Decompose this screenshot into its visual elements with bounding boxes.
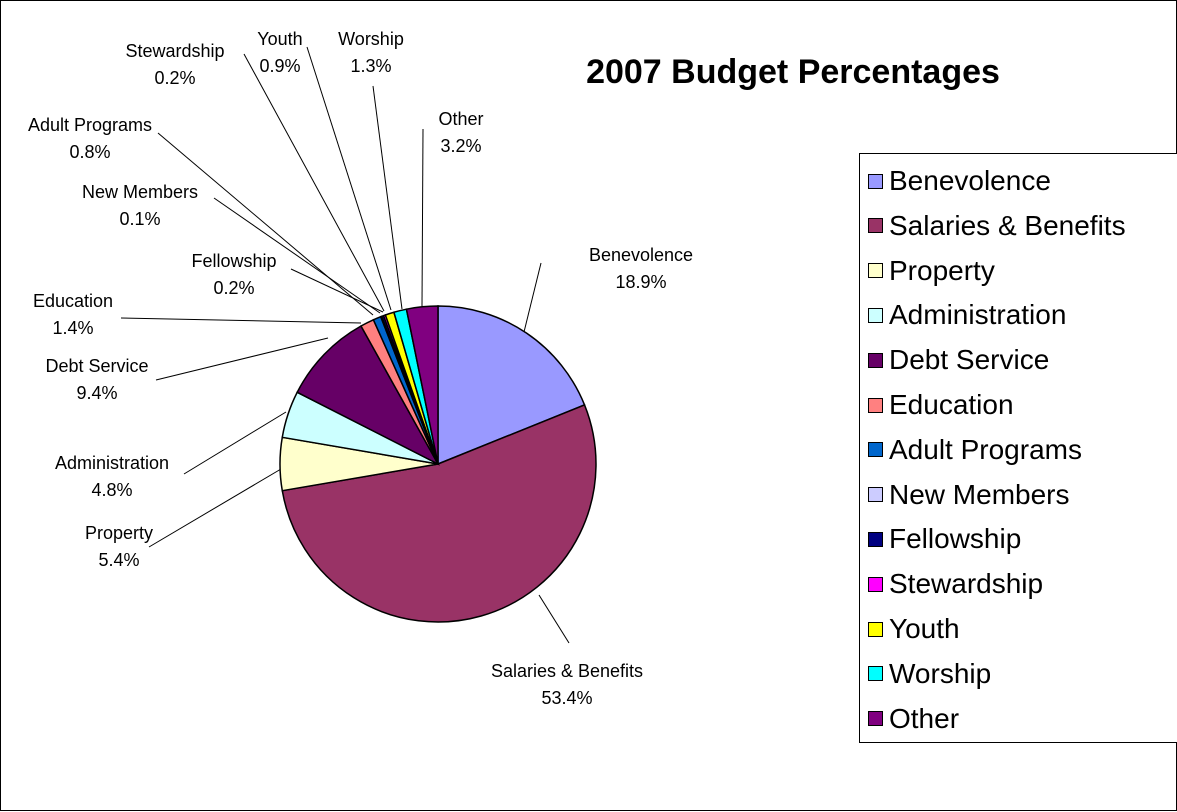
legend-label: Fellowship bbox=[889, 523, 1021, 555]
data-label: Youth 0.9% bbox=[257, 29, 302, 76]
data-label: Other 3.2% bbox=[438, 109, 483, 156]
legend-item: Adult Programs bbox=[868, 433, 1082, 467]
chart-title: 2007 Budget Percentages bbox=[586, 53, 1000, 91]
data-label-percent: 0.2% bbox=[154, 68, 195, 88]
legend-item: Property bbox=[868, 254, 995, 288]
legend-label: Other bbox=[889, 703, 959, 735]
leader-line bbox=[244, 54, 384, 311]
legend-swatch bbox=[868, 532, 883, 547]
legend-label: Property bbox=[889, 255, 995, 287]
legend-label: Benevolence bbox=[889, 165, 1051, 197]
legend-swatch bbox=[868, 622, 883, 637]
data-label-category: Youth bbox=[257, 29, 302, 49]
data-label: Education 1.4% bbox=[33, 291, 113, 338]
leader-line bbox=[291, 269, 383, 312]
leader-line bbox=[184, 412, 286, 474]
legend-swatch bbox=[868, 218, 883, 233]
legend-item: Administration bbox=[868, 298, 1066, 332]
data-label-percent: 4.8% bbox=[91, 480, 132, 500]
legend-label: Worship bbox=[889, 658, 991, 690]
leader-line bbox=[158, 133, 373, 315]
data-label-category: Adult Programs bbox=[28, 115, 152, 135]
legend-label: Stewardship bbox=[889, 568, 1043, 600]
legend-swatch bbox=[868, 308, 883, 323]
data-label-category: Fellowship bbox=[191, 251, 276, 271]
data-label-category: Worship bbox=[338, 29, 404, 49]
legend-item: Education bbox=[868, 388, 1014, 422]
legend-label: Salaries & Benefits bbox=[889, 210, 1126, 242]
data-label-category: New Members bbox=[82, 182, 198, 202]
legend-item: New Members bbox=[868, 478, 1069, 512]
data-label-category: Debt Service bbox=[45, 356, 148, 376]
data-label-percent: 0.9% bbox=[259, 56, 300, 76]
legend-label: Adult Programs bbox=[889, 434, 1082, 466]
data-label: Benevolence 18.9% bbox=[589, 245, 693, 292]
legend-swatch bbox=[868, 666, 883, 681]
data-label: Debt Service 9.4% bbox=[45, 356, 148, 403]
leader-line bbox=[156, 338, 328, 380]
data-label: New Members 0.1% bbox=[82, 182, 198, 229]
legend-item: Stewardship bbox=[868, 567, 1043, 601]
data-label: Stewardship 0.2% bbox=[125, 41, 224, 88]
legend-label: Education bbox=[889, 389, 1014, 421]
legend-label: New Members bbox=[889, 479, 1069, 511]
leader-line bbox=[422, 129, 423, 306]
legend-swatch bbox=[868, 442, 883, 457]
data-label-percent: 0.8% bbox=[69, 142, 110, 162]
data-label: Adult Programs 0.8% bbox=[28, 115, 152, 162]
leader-line bbox=[121, 318, 361, 323]
data-label-percent: 3.2% bbox=[440, 136, 481, 156]
leader-line bbox=[149, 469, 281, 547]
pie-slices bbox=[280, 306, 596, 622]
legend-swatch bbox=[868, 353, 883, 368]
data-label-percent: 53.4% bbox=[541, 688, 592, 708]
data-label: Property 5.4% bbox=[85, 523, 153, 570]
data-label-category: Administration bbox=[55, 453, 169, 473]
data-label: Worship 1.3% bbox=[338, 29, 404, 76]
legend-item: Salaries & Benefits bbox=[868, 209, 1126, 243]
data-label-category: Stewardship bbox=[125, 41, 224, 61]
legend-item: Other bbox=[868, 702, 959, 736]
data-label-category: Other bbox=[438, 109, 483, 129]
legend-swatch bbox=[868, 398, 883, 413]
data-label-percent: 5.4% bbox=[98, 550, 139, 570]
leader-line bbox=[373, 86, 402, 309]
legend: Benevolence Salaries & Benefits Property Ad… bbox=[859, 153, 1177, 743]
legend-swatch bbox=[868, 577, 883, 592]
data-label: Administration 4.8% bbox=[55, 453, 169, 500]
legend-item: Debt Service bbox=[868, 343, 1049, 377]
data-label-category: Benevolence bbox=[589, 245, 693, 265]
legend-swatch bbox=[868, 711, 883, 726]
legend-item: Youth bbox=[868, 612, 960, 646]
data-label-category: Property bbox=[85, 523, 153, 543]
legend-item: Benevolence bbox=[868, 164, 1051, 198]
data-label-percent: 0.2% bbox=[213, 278, 254, 298]
data-label-percent: 1.4% bbox=[52, 318, 93, 338]
legend-item: Worship bbox=[868, 657, 991, 691]
data-label-percent: 9.4% bbox=[76, 383, 117, 403]
legend-label: Debt Service bbox=[889, 344, 1049, 376]
legend-label: Administration bbox=[889, 299, 1066, 331]
data-label: Fellowship 0.2% bbox=[191, 251, 276, 298]
legend-label: Youth bbox=[889, 613, 960, 645]
legend-swatch bbox=[868, 263, 883, 278]
legend-swatch bbox=[868, 487, 883, 502]
legend-item: Fellowship bbox=[868, 522, 1021, 556]
data-label-percent: 1.3% bbox=[350, 56, 391, 76]
data-label-category: Salaries & Benefits bbox=[491, 661, 643, 681]
data-label-category: Education bbox=[33, 291, 113, 311]
data-label-percent: 18.9% bbox=[615, 272, 666, 292]
legend-swatch bbox=[868, 174, 883, 189]
data-label-percent: 0.1% bbox=[119, 209, 160, 229]
leader-line bbox=[524, 263, 541, 332]
data-label: Salaries & Benefits 53.4% bbox=[491, 661, 643, 708]
leader-line bbox=[539, 595, 569, 643]
